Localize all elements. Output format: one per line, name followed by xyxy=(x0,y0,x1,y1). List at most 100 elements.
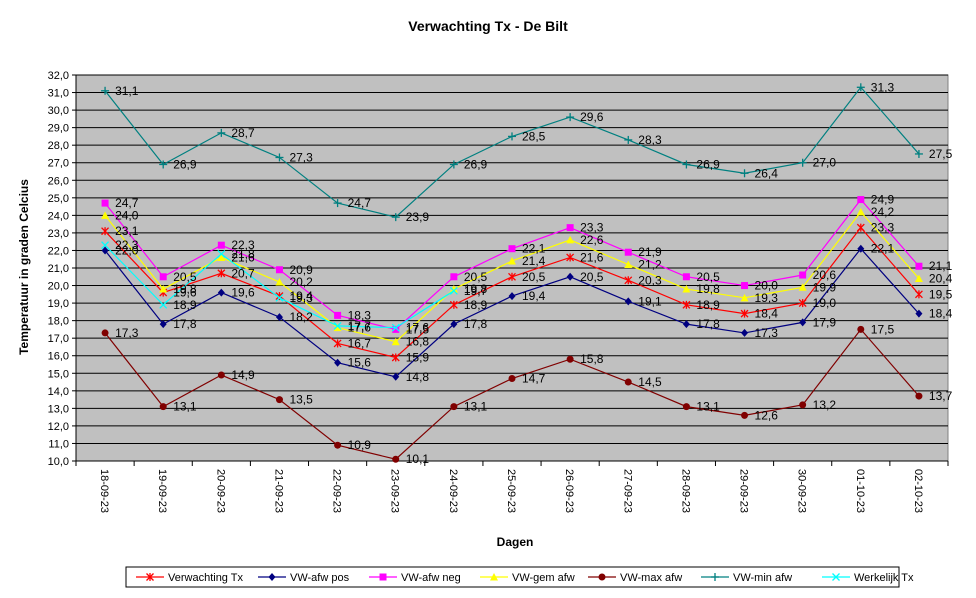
data-label: 14,9 xyxy=(231,368,255,382)
data-label: 16,8 xyxy=(406,335,430,349)
data-point xyxy=(392,455,400,463)
data-point xyxy=(798,283,807,291)
data-label: 27,0 xyxy=(813,156,837,170)
data-point xyxy=(915,309,923,318)
data-point-mark xyxy=(217,253,226,261)
legend-item: VW-afw neg xyxy=(369,572,461,584)
data-point-mark xyxy=(566,235,575,244)
legend-item: Werkelijk Tx xyxy=(822,572,914,584)
legend-item: VW-min afw xyxy=(701,572,792,584)
data-label: 24,2 xyxy=(871,205,895,219)
data-label: 18,9 xyxy=(696,298,720,312)
y-axis: 10,0 11,0 12,0 13,0 14,0 15,0 16,0 17,0 18,0 19,0… xyxy=(48,70,77,468)
x-tick-label: 01-10-23 xyxy=(854,469,866,513)
data-label: 20,5 xyxy=(173,270,197,284)
data-point xyxy=(333,339,342,348)
data-label: 20,3 xyxy=(638,273,662,287)
data-point xyxy=(682,403,690,411)
data-label: 19,3 xyxy=(755,291,779,305)
data-point xyxy=(333,199,342,208)
data-point xyxy=(915,262,923,270)
data-point xyxy=(159,285,168,293)
data-point xyxy=(682,285,691,293)
data-point-mark xyxy=(391,337,400,346)
data-label: 29,6 xyxy=(580,110,604,124)
x-tick-label: 30-09-23 xyxy=(796,469,808,513)
legend-label: VW-min afw xyxy=(733,572,792,584)
data-point xyxy=(914,290,923,299)
data-point xyxy=(857,325,865,333)
data-point xyxy=(101,199,109,207)
data-point xyxy=(799,318,807,327)
data-point xyxy=(391,337,400,346)
data-label: 22,3 xyxy=(115,238,139,252)
data-point xyxy=(217,241,225,249)
data-label: 19,6 xyxy=(231,286,255,300)
data-label: 31,1 xyxy=(115,84,139,98)
data-point xyxy=(450,273,458,281)
data-point xyxy=(217,371,225,379)
data-label: 19,7 xyxy=(464,284,488,298)
data-point xyxy=(624,135,633,144)
data-point-mark xyxy=(392,455,400,463)
data-label: 19,4 xyxy=(289,289,313,303)
data-point xyxy=(508,256,516,265)
data-point xyxy=(566,235,575,244)
data-point-mark xyxy=(101,241,110,250)
data-label: 20,9 xyxy=(289,263,313,277)
x-tick-label: 26-09-23 xyxy=(563,469,575,513)
data-point xyxy=(146,573,154,581)
data-label: 20,5 xyxy=(580,270,604,284)
data-point-mark xyxy=(566,355,574,363)
data-point-mark xyxy=(334,441,342,449)
data-point xyxy=(275,278,284,286)
data-label: 12,6 xyxy=(755,408,779,422)
data-point-mark xyxy=(857,244,865,253)
data-label: 18,4 xyxy=(929,307,953,321)
data-point-mark xyxy=(566,224,574,232)
x-axis: 18-09-23 19-09-23 20-09-23 21-09-23 22-09-23… xyxy=(75,460,949,513)
data-point xyxy=(857,244,865,253)
data-point xyxy=(624,297,632,306)
data-point-mark xyxy=(450,403,458,411)
data-label: 21,4 xyxy=(522,254,546,268)
data-label: 28,7 xyxy=(231,126,255,140)
data-point xyxy=(741,328,749,337)
data-point xyxy=(624,378,632,386)
y-axis-title: Temperatuur in graden Celcius xyxy=(17,179,31,355)
data-point-mark xyxy=(682,403,690,411)
series-group xyxy=(101,83,923,463)
data-point-mark xyxy=(334,311,342,319)
data-point-mark xyxy=(857,325,865,333)
legend-label: Werkelijk Tx xyxy=(854,572,914,584)
data-point xyxy=(915,392,923,400)
data-point-mark xyxy=(217,241,225,249)
data-label: 17,5 xyxy=(406,322,430,336)
data-label: 13,1 xyxy=(173,400,197,414)
legend-item: VW-afw pos xyxy=(258,572,350,584)
data-point-mark xyxy=(624,378,632,386)
data-point xyxy=(268,573,276,581)
data-label: 15,6 xyxy=(348,356,372,370)
legend-label: Verwachting Tx xyxy=(168,572,244,584)
data-point xyxy=(101,86,110,95)
data-label: 19,4 xyxy=(522,289,546,303)
data-point xyxy=(799,271,807,279)
data-point xyxy=(508,132,516,141)
data-label: 28,3 xyxy=(638,133,662,147)
y-tick-label: 14,0 xyxy=(48,386,69,398)
data-label: 23,3 xyxy=(580,221,604,235)
data-point xyxy=(856,83,865,92)
data-label: 20,0 xyxy=(755,279,779,293)
y-tick-label: 19,0 xyxy=(48,298,69,310)
data-point-mark xyxy=(798,283,807,291)
x-tick-label: 28-09-23 xyxy=(679,469,691,513)
data-point-mark xyxy=(915,262,923,270)
data-point xyxy=(217,250,226,258)
data-point xyxy=(449,286,458,295)
data-label: 17,6 xyxy=(406,321,430,335)
data-point xyxy=(856,223,865,232)
data-point-mark xyxy=(508,292,516,301)
y-tick-label: 21,0 xyxy=(48,263,69,275)
